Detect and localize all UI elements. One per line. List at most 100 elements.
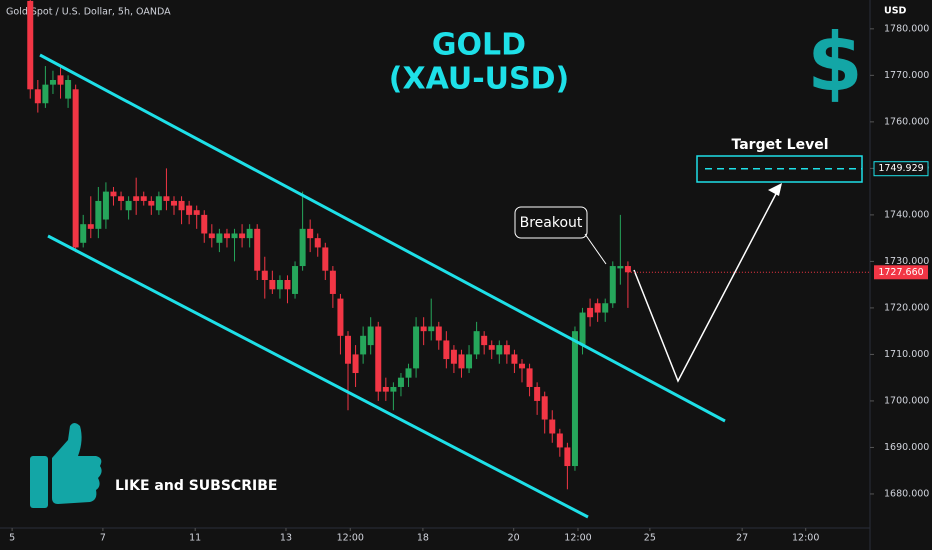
candle-body [352, 354, 359, 374]
arrow-head [768, 183, 782, 196]
y-tick-label: 1720.000 [884, 302, 929, 313]
candle-body [443, 340, 450, 360]
candle-body [208, 233, 215, 239]
candle-body [587, 307, 594, 318]
candle-body [49, 80, 56, 85]
x-tick-label: 7 [100, 533, 106, 544]
candle-body [624, 266, 631, 273]
x-tick-label: 11 [189, 533, 201, 544]
candle-body [428, 326, 435, 332]
candle-body [549, 419, 556, 434]
candle-body [284, 280, 291, 290]
candle-body [390, 386, 397, 392]
y-tick-label: 1730.000 [884, 256, 929, 267]
candle-body [420, 326, 427, 332]
candle-body [413, 326, 420, 369]
candle-body [360, 335, 367, 355]
candle-body [367, 326, 374, 346]
candle-body [269, 280, 276, 290]
x-tick-label: 13 [280, 533, 292, 544]
callout-pointer [584, 233, 607, 265]
y-tick-label: 1690.000 [884, 442, 929, 453]
candle-body [254, 228, 261, 271]
target-price-box [873, 161, 929, 177]
candle-body [534, 386, 541, 401]
candle-body [337, 298, 344, 336]
y-tick-label: 1740.000 [884, 209, 929, 220]
x-tick-label: 20 [508, 533, 520, 544]
y-axis-label: USD [884, 6, 907, 17]
y-tick-label: 1780.000 [884, 23, 929, 34]
candle-body [496, 345, 503, 355]
candle-body [322, 247, 329, 271]
candle-body [329, 270, 336, 294]
candle-body [345, 335, 351, 364]
source: Gold Spot / U.S. Dollar, 5h, OANDA [6, 7, 171, 18]
candle-body [261, 270, 268, 280]
candle-body [201, 214, 208, 234]
candle-body [556, 433, 563, 448]
candle-body [178, 200, 185, 211]
x-tick-label: 25 [644, 533, 656, 544]
candle-body [594, 303, 601, 313]
y-tick-label: 1760.000 [884, 116, 929, 127]
like-icon [30, 423, 102, 508]
y-tick-label: 1680.000 [884, 488, 929, 499]
candle-body [473, 331, 480, 355]
candle-body [488, 345, 495, 350]
candle-body [34, 89, 41, 104]
candle-body [239, 233, 246, 239]
target-label: Target Level [731, 137, 828, 153]
projection-arrow [633, 189, 779, 383]
x-tick-label: 12:00 [792, 533, 819, 544]
target-price-label: 1749.929 [878, 163, 923, 174]
candle-body [102, 191, 109, 220]
thumb-cuff [30, 456, 48, 508]
candle-body [186, 205, 193, 215]
x-tick-label: 12:00 [337, 533, 364, 544]
candle-body [299, 228, 306, 267]
candle-body [503, 345, 510, 355]
candle-body [564, 447, 571, 467]
candle-body [171, 200, 177, 206]
candle-body [526, 368, 533, 387]
candle-body [140, 196, 147, 201]
candle-body [87, 224, 94, 229]
candle-body [435, 326, 442, 341]
candle-body [609, 266, 616, 304]
y-tick-label: 1770.000 [884, 70, 929, 81]
candles [27, 0, 631, 490]
candle-body [307, 228, 314, 239]
candle-body [133, 196, 140, 201]
channel-upper [39, 53, 726, 423]
candle-body [57, 75, 64, 85]
candle-body [42, 84, 49, 104]
candle-body [405, 368, 412, 378]
candle-body [155, 196, 162, 211]
x-tick-label: 27 [736, 533, 748, 544]
candle-body [110, 191, 117, 197]
y-tick-label: 1700.000 [884, 395, 929, 406]
candle-body [466, 354, 473, 369]
candle-body [148, 200, 155, 206]
last-price-label: 1727.660 [878, 267, 923, 278]
candle-body [246, 228, 253, 239]
candle-body [118, 196, 125, 201]
candle-body [382, 386, 389, 392]
candle-body [571, 331, 578, 467]
x-tick-label: 12:00 [564, 533, 591, 544]
candle-body [163, 196, 170, 201]
candle-body [27, 0, 34, 90]
candle-body [65, 80, 72, 99]
candle-body [276, 280, 283, 290]
candle-body [216, 233, 223, 243]
candle-body [223, 233, 230, 239]
y-tick-label: 1710.000 [884, 349, 929, 360]
candle-body [617, 266, 624, 269]
channel-lower [47, 234, 589, 519]
candle-body [481, 335, 488, 346]
dollar-icon: $ [807, 16, 863, 109]
chart-subtitle: (XAU-USD) [389, 62, 570, 97]
thumb-hand [52, 423, 102, 504]
